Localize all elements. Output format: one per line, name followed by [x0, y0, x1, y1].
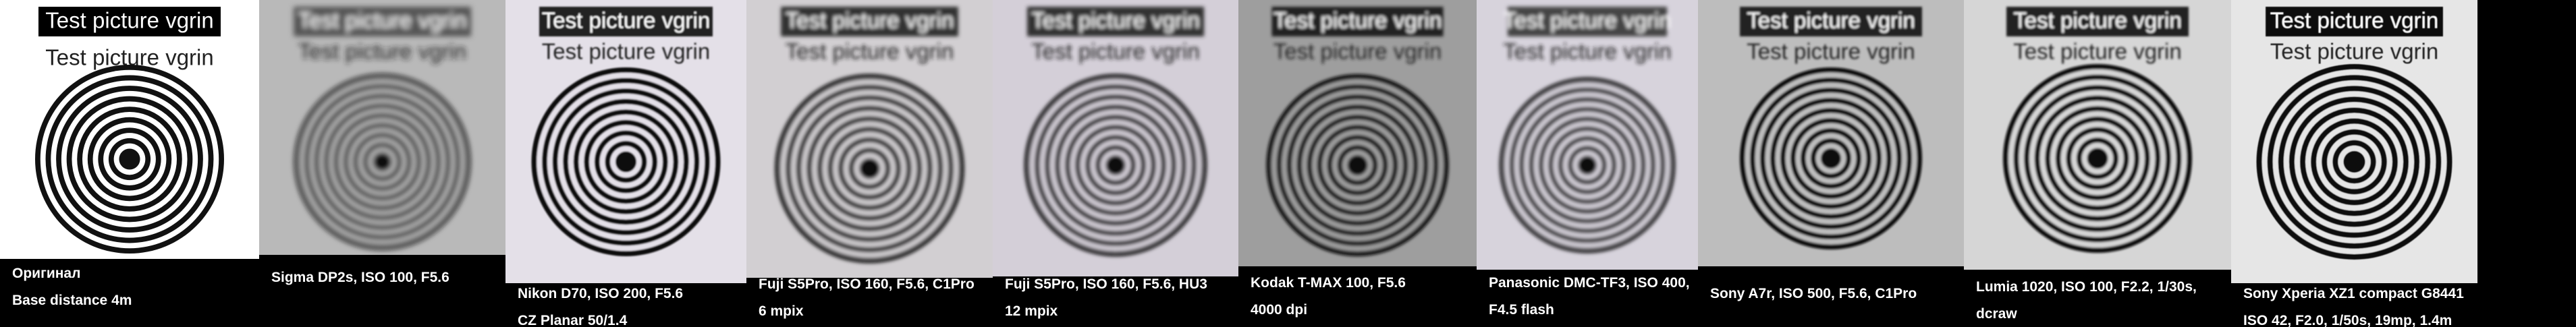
photo: Test picture vgrin Test picture vgrin — [1740, 7, 1922, 249]
label-box — [2266, 7, 2443, 36]
label-text: Test picture vgrin — [786, 39, 954, 64]
label-box-text: Test picture vgrin — [1747, 8, 1915, 33]
label-box-text: Test picture vgrin — [45, 8, 213, 33]
label-box — [1740, 7, 1922, 36]
label-box-text: Test picture vgrin — [298, 8, 466, 33]
center-dot — [1350, 157, 1365, 173]
label-box — [294, 7, 471, 36]
label-text: Test picture vgrin — [1503, 39, 1671, 64]
panel: Test picture vgrin Test picture vgrin Sony… — [1698, 0, 1964, 301]
caption: Fuji S5Pro, ISO 160, F5.6, C1Pro — [759, 276, 975, 292]
caption: Panasonic DMC-TF3, ISO 400, — [1489, 275, 1690, 291]
center-dot — [1823, 150, 1839, 167]
label-box — [1507, 7, 1668, 36]
panel: Test picture vgrin Test picture vgrin Koda… — [1238, 0, 1477, 318]
photo: Test picture vgrin Test picture vgrin — [294, 7, 471, 249]
caption: ISO 42, F2.0, 1/50s, 19mp, 1.4m — [2243, 313, 2452, 327]
label-box-text: Test picture vgrin — [2270, 8, 2438, 33]
caption: dcraw — [1976, 306, 2017, 322]
panel: Test picture vgrin Test picture vgrin Sigm… — [259, 0, 505, 285]
label-box-text: Test picture vgrin — [786, 8, 954, 33]
center-dot — [2089, 150, 2106, 167]
label-box-text: Test picture vgrin — [1031, 8, 1199, 33]
caption: 12 mpix — [1005, 303, 1058, 319]
photo: Test picture vgrin Test picture vgrin — [1024, 7, 1207, 256]
center-dot — [2346, 153, 2363, 171]
center-dot — [1107, 157, 1124, 173]
photo: Test picture vgrin Test picture vgrin — [1266, 7, 1449, 256]
label-text: Test picture vgrin — [2270, 39, 2438, 64]
panel: Test picture vgrin Test picture vgrin Sony… — [2231, 0, 2477, 327]
label-text: Test picture vgrin — [1747, 39, 1915, 64]
photo: Test picture vgrin Test picture vgrin — [531, 7, 721, 256]
label-text: Test picture vgrin — [298, 39, 466, 64]
center-dot — [618, 154, 634, 170]
caption: 4000 dpi — [1251, 302, 1307, 318]
label-box — [2006, 7, 2189, 36]
panel: Test picture vgrin Test picture vgrin Fuji… — [746, 0, 993, 319]
center-dot — [121, 151, 138, 167]
caption: Fuji S5Pro, ISO 160, F5.6, HU3 — [1005, 276, 1207, 292]
label-box — [38, 7, 221, 36]
caption: Kodak T-MAX 100, F5.6 — [1251, 275, 1406, 291]
label-text: Test picture vgrin — [2013, 39, 2181, 64]
label-box — [1026, 7, 1205, 36]
caption: Sony A7r, ISO 500, F5.6, C1Pro — [1710, 286, 1917, 301]
caption: Lumia 1020, ISO 100, F2.2, 1/30s, — [1976, 279, 2197, 295]
label-text: Test picture vgrin — [1031, 39, 1199, 64]
center-dot — [1580, 158, 1595, 173]
photo: Test picture vgrin Test picture vgrin — [775, 7, 964, 263]
label-text: Test picture vgrin — [1273, 39, 1442, 64]
caption: F4.5 flash — [1489, 302, 1554, 318]
label-box-text: Test picture vgrin — [2013, 8, 2181, 33]
photo: Test picture vgrin Test picture vgrin — [2003, 7, 2192, 253]
photo: Test picture vgrin Test picture vgrin — [1500, 7, 1675, 253]
label-box — [781, 7, 958, 36]
caption: 6 mpix — [759, 303, 804, 319]
photo: Test picture vgrin Test picture vgrin — [2256, 7, 2452, 260]
panel: Test picture vgrin Test picture vgrin Lumi… — [1964, 0, 2231, 322]
caption: Base distance 4m — [12, 293, 132, 308]
panel: Test picture vgrin Test picture vgrin Fuji… — [993, 0, 1238, 319]
label-box-text: Test picture vgrin — [542, 8, 710, 33]
label-box — [539, 7, 713, 36]
caption: Оригинал — [12, 266, 80, 281]
center-dot — [861, 160, 878, 177]
caption: Nikon D70, ISO 200, F5.6 — [518, 286, 683, 301]
label-box — [1271, 7, 1444, 36]
caption: Sony Xperia XZ1 compact G8441 — [2243, 286, 2464, 301]
caption: CZ Planar 50/1.4 — [518, 313, 628, 327]
caption: Sigma DP2s, ISO 100, F5.6 — [271, 270, 449, 285]
center-dot — [375, 154, 390, 169]
panel: Test picture vgrin Test picture vgrin Niko… — [505, 0, 746, 327]
label-box-text: Test picture vgrin — [1273, 8, 1442, 33]
label-text: Test picture vgrin — [542, 39, 710, 64]
panel: Test picture vgrin Test picture vgrin Pana… — [1477, 0, 1698, 318]
label-box-text: Test picture vgrin — [1503, 8, 1671, 33]
